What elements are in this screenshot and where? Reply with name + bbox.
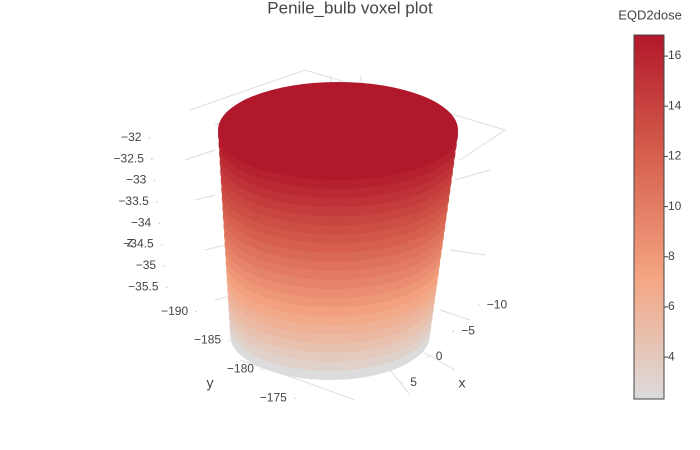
z-tick-label: −35	[136, 258, 157, 272]
z-tick-label: −34	[131, 215, 152, 229]
colorbar-tick-label: 14	[668, 98, 682, 112]
y-axis-label: y	[207, 375, 214, 391]
z-tick	[165, 286, 168, 288]
colorbar-tick-label: 4	[668, 349, 675, 363]
x-tick	[426, 356, 429, 358]
z-tick-label: −33.5	[118, 194, 149, 208]
colorbar-tick-label: 16	[668, 48, 682, 62]
z-tick	[153, 179, 156, 182]
y-tick-label: −190	[161, 304, 188, 318]
z-tick-label: −32	[121, 130, 142, 144]
z-tick-label: −33	[126, 173, 147, 187]
x-axis-label: x	[459, 375, 466, 391]
z-tick	[148, 137, 151, 139]
colorbar-tick-label: 10	[668, 199, 682, 213]
voxel-body	[218, 82, 458, 380]
y-tick	[195, 310, 197, 313]
x-tick-label: −5	[461, 323, 475, 337]
colorbar-tick-label: 12	[668, 149, 682, 163]
z-tick-label: −35.5	[128, 279, 159, 293]
z-tick	[163, 265, 165, 267]
y-tick-label: −175	[260, 391, 287, 405]
z-tick-label: −34.5	[123, 237, 154, 251]
chart-title: Penile_bulb voxel plot	[267, 0, 433, 17]
y-tick-label: −185	[194, 333, 221, 347]
x-tick-label: 0	[436, 349, 443, 363]
colorbar-title: EQD2dose	[618, 7, 682, 22]
y-tick	[261, 368, 263, 371]
colorbar-tick-label: 8	[668, 249, 675, 263]
y-tick	[294, 397, 296, 400]
z-tick	[158, 222, 161, 224]
z-tick-label: −32.5	[114, 151, 145, 165]
x-tick	[401, 381, 404, 384]
colorbar	[633, 34, 665, 400]
z-tick	[155, 201, 158, 203]
voxel-top	[218, 82, 458, 178]
x-tick	[452, 330, 455, 332]
colorbar-tick-label: 6	[668, 299, 675, 313]
z-axis-label: z	[127, 234, 134, 250]
x-tick-label: 5	[410, 375, 417, 389]
x-tick-label: −10	[487, 297, 508, 311]
x-tick	[477, 304, 480, 307]
y-tick	[228, 339, 230, 342]
y-tick-label: −180	[227, 362, 254, 376]
z-tick	[160, 243, 163, 246]
z-tick	[151, 158, 153, 160]
